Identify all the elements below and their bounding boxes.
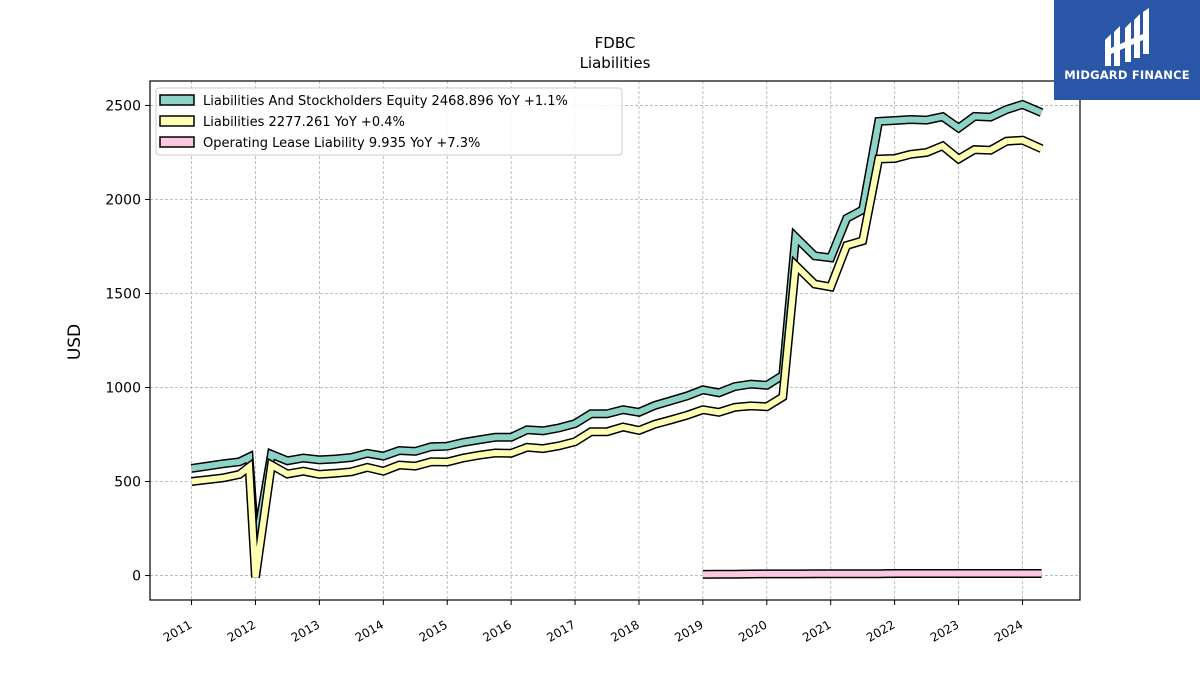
x-tick-label: 2017 bbox=[544, 617, 577, 644]
x-tick-label: 2024 bbox=[992, 617, 1025, 644]
legend-label-2: Operating Lease Liability 9.935 YoY +7.3… bbox=[203, 136, 480, 151]
legend-swatch-2 bbox=[159, 136, 195, 148]
logo-text: MIDGARD FINANCE bbox=[1064, 68, 1190, 82]
series-line-1 bbox=[191, 137, 1043, 578]
brand-logo: MIDGARD FINANCE bbox=[1054, 0, 1200, 100]
x-tick-label: 2016 bbox=[481, 617, 514, 644]
series-line-2 bbox=[702, 570, 1042, 578]
legend-label-1: Liabilities 2277.261 YoY +0.4% bbox=[203, 115, 405, 130]
x-tick-label: 2019 bbox=[672, 617, 705, 644]
y-tick-label: 500 bbox=[114, 475, 141, 491]
chart-subtitle: Liabilities bbox=[580, 54, 651, 72]
x-tick-label: 2022 bbox=[864, 617, 897, 644]
chart-title: FDBC bbox=[595, 34, 636, 52]
legend: Liabilities And Stockholders Equity 2468… bbox=[155, 87, 623, 156]
y-tick-label: 2000 bbox=[105, 192, 141, 208]
legend-swatch-0 bbox=[159, 94, 195, 106]
axes: 0 500 1000 1500 2000 2500 2011 2012 2013 2014 2015… bbox=[105, 98, 1025, 644]
series-line-0 bbox=[191, 101, 1043, 548]
x-tick-label: 2018 bbox=[608, 617, 641, 644]
series-line-outline-0 bbox=[190, 99, 1044, 549]
legend-swatch-1 bbox=[159, 115, 195, 127]
x-tick-label: 2014 bbox=[353, 617, 386, 644]
x-tick-label: 2023 bbox=[928, 617, 961, 644]
x-tick-label: 2011 bbox=[161, 617, 194, 644]
legend-box bbox=[155, 87, 623, 156]
y-tick-label: 1500 bbox=[105, 286, 141, 302]
x-tick-label: 2012 bbox=[225, 617, 258, 644]
midgard-logo-icon bbox=[1105, 8, 1149, 66]
grid-lines bbox=[150, 81, 1080, 600]
series-lines bbox=[190, 99, 1044, 579]
y-tick-label: 1000 bbox=[105, 381, 141, 397]
y-axis-label: USD bbox=[65, 324, 85, 360]
legend-label-0: Liabilities And Stockholders Equity 2468… bbox=[203, 94, 568, 109]
plot-frame bbox=[149, 80, 1081, 601]
x-tick-label: 2021 bbox=[800, 617, 833, 644]
x-tick-label: 2020 bbox=[736, 617, 769, 644]
y-tick-label: 2500 bbox=[105, 98, 141, 114]
y-tick-label: 0 bbox=[132, 569, 141, 585]
x-tick-label: 2015 bbox=[417, 617, 450, 644]
x-tick-label: 2013 bbox=[289, 617, 322, 644]
